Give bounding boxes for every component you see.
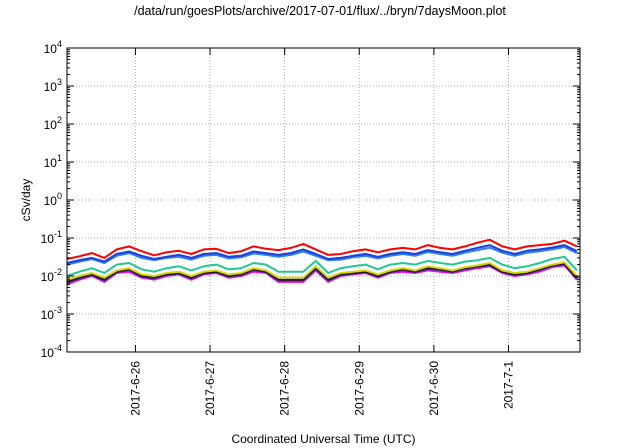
series-line-1: [66, 238, 578, 260]
grid-layer: [67, 48, 580, 352]
y-tick-label: 10-2: [41, 267, 62, 284]
series-line-4: [66, 255, 578, 277]
x-tick-label: 2017-6-30: [427, 361, 441, 416]
x-axis-label: Coordinated Universal Time (UTC): [231, 432, 415, 446]
plot-frame: [66, 47, 581, 353]
y-tick-label: 100: [44, 191, 62, 208]
x-tick-label: 2017-6-26: [128, 361, 142, 416]
y-tick-label: 102: [44, 115, 62, 132]
y-tick-label: 10-4: [41, 343, 62, 360]
x-tick-label: 2017-7-1: [501, 361, 515, 409]
x-tick-label: 2017-6-27: [203, 361, 217, 416]
x-tick-label: 2017-6-28: [278, 361, 292, 416]
series-line-3: [66, 246, 578, 266]
y-tick-label: 10-3: [41, 305, 62, 322]
y-tick-label: 103: [44, 77, 62, 94]
series-line-6: [66, 262, 578, 283]
chart-title: /data/run/goesPlots/archive/2017-07-01/f…: [134, 4, 506, 18]
series-line-5: [66, 261, 578, 281]
y-axis-label: cSv/day: [19, 179, 33, 222]
series-line-2: [66, 244, 578, 264]
y-tick-label: 101: [44, 153, 62, 170]
x-tick-label: 2017-6-29: [352, 361, 366, 416]
series-layer: [66, 238, 578, 286]
y-tick-label: 10-1: [41, 229, 62, 246]
tick-layer: [67, 47, 580, 353]
label-layer: 10-4 10-3 10-2 10-1 100 101 102 103 104 2017-6-26…: [41, 39, 516, 416]
y-tick-label: 104: [44, 39, 62, 56]
